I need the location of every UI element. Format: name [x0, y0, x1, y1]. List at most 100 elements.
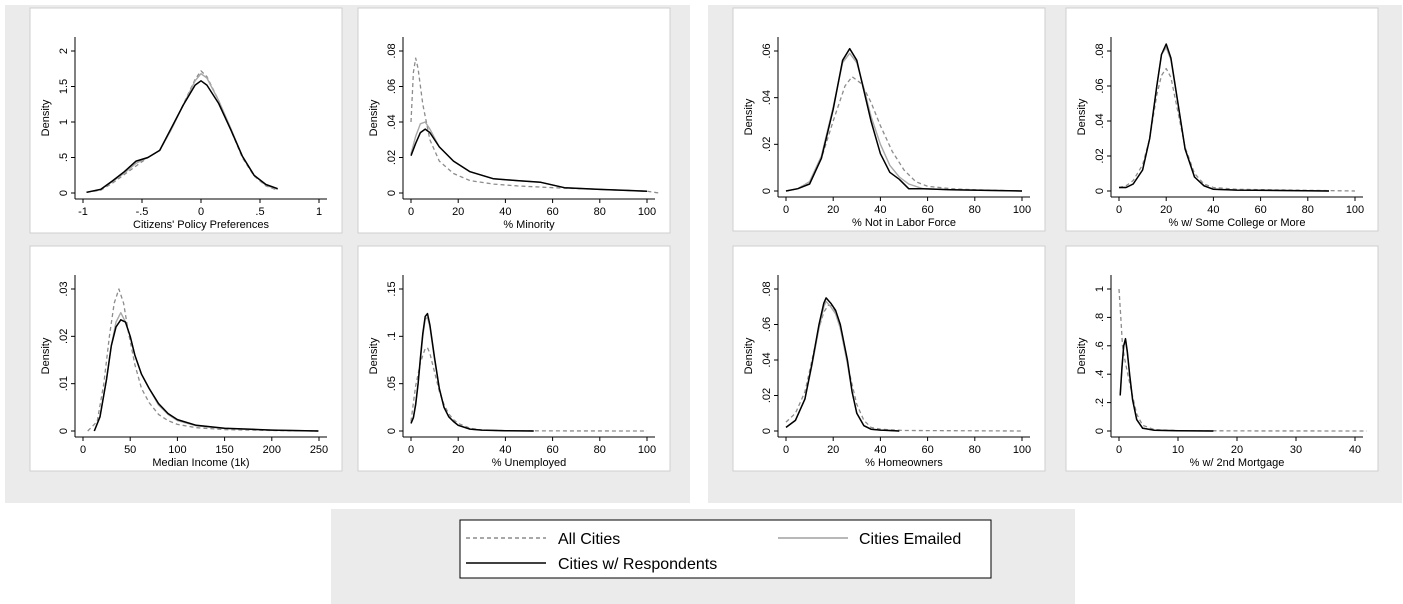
legend-label-all-cities: All Cities: [558, 531, 620, 548]
series-line: [93, 319, 319, 432]
x-tick-label: 60: [921, 444, 933, 456]
plot-area: [1065, 245, 1379, 472]
x-axis-label: % Not in Labor Force: [852, 217, 956, 229]
x-tick-label: 0: [1116, 204, 1122, 216]
x-tick-label: 80: [594, 206, 606, 218]
plot-area: [732, 245, 1046, 472]
density-panel: 0 .05 .1 .15 0 20 40 60 80 100 Density % Unemployed: [357, 245, 671, 472]
y-tick-label: .2: [1094, 398, 1106, 407]
y-axis-label: Density: [40, 337, 52, 374]
y-tick-label: .5: [58, 153, 70, 162]
x-tick-label: 80: [1302, 204, 1314, 216]
x-tick-label: 0: [1116, 444, 1122, 456]
x-tick-label: 20: [452, 444, 464, 456]
x-tick-label: 250: [310, 444, 328, 456]
y-tick-label: 2: [58, 48, 70, 54]
x-tick-label: 0: [783, 444, 789, 456]
x-tick-label: 40: [874, 204, 886, 216]
x-tick-label: 100: [1013, 444, 1031, 456]
y-axis-label: Density: [368, 337, 380, 374]
y-tick-label: .04: [761, 352, 773, 367]
x-tick-label: 20: [452, 206, 464, 218]
density-panel: 0 .02 .04 .06 .08 0 20 40 60 80 100 Density % w/ Som…: [1065, 7, 1379, 232]
x-tick-label: 10: [1172, 444, 1184, 456]
x-tick-label: 0: [408, 444, 414, 456]
x-tick-label: 0: [198, 206, 204, 218]
x-tick-label: 80: [969, 444, 981, 456]
y-tick-label: 0: [58, 190, 70, 196]
x-tick-label: 20: [827, 204, 839, 216]
y-tick-label: .06: [761, 43, 773, 58]
x-tick-label: 100: [1346, 204, 1364, 216]
series-line: [1118, 67, 1356, 192]
y-tick-label: 0: [58, 428, 70, 434]
x-tick-label: 80: [969, 204, 981, 216]
x-axis-label: % Homeowners: [865, 457, 943, 469]
x-tick-label: 60: [546, 444, 558, 456]
y-tick-label: 0: [761, 188, 773, 194]
y-tick-label: .01: [58, 376, 70, 391]
x-tick-label: 0: [408, 206, 414, 218]
legend-box: [459, 519, 992, 579]
y-tick-label: .15: [386, 281, 398, 296]
legend-label-cities-w-respondents: Cities w/ Respondents: [558, 556, 717, 573]
x-tick-label: 200: [263, 444, 281, 456]
y-tick-label: .04: [1094, 113, 1106, 128]
y-tick-label: .02: [1094, 148, 1106, 163]
y-tick-label: .4: [1094, 370, 1106, 379]
y-tick-label: 1: [58, 119, 70, 125]
y-tick-label: .8: [1094, 313, 1106, 322]
x-tick-label: 40: [499, 206, 511, 218]
y-tick-label: .06: [761, 317, 773, 332]
x-tick-label: 30: [1290, 444, 1302, 456]
y-tick-label: .04: [386, 114, 398, 129]
y-tick-label: .08: [1094, 43, 1106, 58]
y-tick-label: .1: [386, 332, 398, 341]
x-tick-label: 40: [874, 444, 886, 456]
plot-area: [357, 245, 671, 472]
x-tick-label: 100: [638, 206, 656, 218]
y-tick-label: .05: [386, 376, 398, 391]
y-tick-label: 0: [1094, 428, 1106, 434]
y-tick-label: .06: [1094, 78, 1106, 93]
series-line: [785, 297, 900, 432]
density-panel: 0 .02 .04 .06 .08 0 20 40 60 80 100 Density % Homeow…: [732, 245, 1046, 472]
x-axis-label: % w/ 2nd Mortgage: [1190, 457, 1285, 469]
density-panel: 0 .5 1 1.5 2 -1 -.5 0 .5 1 Density Citizens' Policy…: [29, 7, 343, 234]
x-tick-label: 1: [316, 206, 322, 218]
density-panel: 0 .02 .04 .06 0 20 40 60 80 100 Density % Not in La…: [732, 7, 1046, 232]
y-tick-label: 0: [1094, 188, 1106, 194]
y-tick-label: 0: [386, 190, 398, 196]
x-tick-label: 60: [546, 206, 558, 218]
x-tick-label: -.5: [136, 206, 149, 218]
y-tick-label: .08: [386, 43, 398, 58]
legend-label-cities-emailed: Cities Emailed: [859, 531, 961, 548]
plot-area: [732, 7, 1046, 232]
x-tick-label: -1: [78, 206, 88, 218]
x-tick-label: 20: [1160, 204, 1172, 216]
x-axis-label: % Unemployed: [492, 457, 567, 469]
plot-area: [1065, 7, 1379, 232]
y-tick-label: .02: [761, 137, 773, 152]
x-tick-label: 80: [594, 444, 606, 456]
legend: All Cities Cities Emailed Cities w/ Resp…: [459, 519, 992, 579]
series-line: [785, 47, 1023, 192]
x-tick-label: 40: [1349, 444, 1361, 456]
x-axis-label: Citizens' Policy Preferences: [133, 219, 269, 231]
y-axis-label: Density: [368, 99, 380, 136]
series-line: [410, 312, 534, 432]
y-axis-label: Density: [743, 337, 755, 374]
density-panel: 0 .01 .02 .03 0 50 100 150 200 250 Density Median I…: [29, 245, 343, 472]
x-tick-label: 40: [499, 444, 511, 456]
density-panel: 0 .02 .04 .06 .08 0 20 40 60 80 100 Density % Minori…: [357, 7, 671, 234]
y-tick-label: .04: [761, 90, 773, 105]
x-tick-label: 100: [638, 444, 656, 456]
series-line: [410, 57, 659, 194]
y-tick-label: .03: [58, 281, 70, 296]
x-tick-label: 0: [783, 204, 789, 216]
x-tick-label: 100: [1013, 204, 1031, 216]
y-axis-label: Density: [743, 98, 755, 135]
y-axis-label: Density: [40, 99, 52, 136]
